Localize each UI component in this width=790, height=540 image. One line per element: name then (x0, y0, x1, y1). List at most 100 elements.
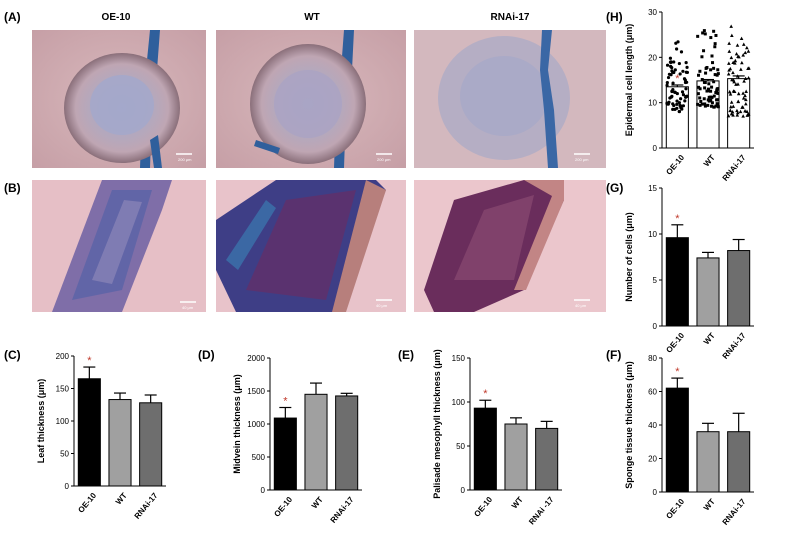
bar (727, 78, 751, 149)
data-point (726, 72, 731, 76)
data-point (678, 72, 682, 76)
micrograph-b-rnai17: 40 μm (414, 180, 606, 312)
data-point (699, 99, 703, 103)
data-point (676, 40, 680, 44)
data-point (731, 104, 736, 108)
data-point (685, 65, 689, 69)
y-tick-label: 0 (261, 486, 266, 495)
data-point (673, 90, 677, 94)
bar (473, 407, 497, 491)
x-tick-label: RNAi -17 (527, 495, 556, 527)
x-tick-label: WT (510, 495, 525, 510)
data-point (739, 36, 744, 41)
data-point (698, 103, 702, 107)
bar (665, 86, 689, 149)
data-point (680, 90, 685, 94)
panel-letter-e: (E) (398, 348, 414, 362)
x-tick-label: WT (702, 497, 717, 512)
data-point (670, 65, 674, 70)
y-tick-label: 100 (452, 398, 466, 407)
significance-mark: * (675, 213, 680, 225)
bar (727, 250, 751, 327)
data-point (665, 83, 669, 88)
y-tick-label: 10 (648, 230, 657, 239)
data-point (701, 31, 705, 35)
data-point (666, 102, 670, 106)
data-point (710, 85, 714, 89)
y-axis-label: Leaf thickness (μm) (36, 379, 46, 464)
data-point (697, 85, 701, 89)
y-axis-label: Epidermal cell length (μm) (624, 24, 634, 137)
data-point (698, 96, 702, 100)
data-point (672, 60, 676, 64)
chart-leaf-thickness: Leaf thickness (μm) 0 50 100 150 200 * OE-10 WT R… (36, 352, 166, 521)
x-tick-label: OE-10 (76, 491, 98, 515)
data-point (677, 101, 682, 105)
data-point (727, 49, 732, 53)
data-point (706, 103, 710, 107)
panel-letter-h: (H) (606, 10, 623, 24)
x-tick-label: OE-10 (472, 495, 494, 519)
data-point (668, 96, 672, 100)
data-point (736, 54, 740, 58)
x-tick-label: OE-10 (664, 153, 686, 177)
data-point (743, 93, 747, 98)
y-tick-label: 40 (648, 421, 657, 430)
data-point (707, 95, 711, 99)
y-axis-label: Palisade mesophyll thickness (μm) (432, 349, 442, 499)
data-point (705, 65, 709, 69)
data-point (713, 45, 717, 49)
col-title-rnai17: RNAi-17 (490, 12, 530, 23)
y-tick-label: 80 (648, 354, 657, 363)
data-point (716, 91, 720, 95)
data-point (729, 24, 733, 28)
scale-bar-a1: 200 μm (178, 157, 192, 162)
data-point (743, 109, 747, 113)
data-point (706, 87, 710, 91)
bar (696, 431, 720, 493)
data-point (735, 110, 740, 115)
data-point (683, 99, 687, 103)
data-point (671, 107, 675, 111)
data-point (696, 92, 700, 96)
data-point (682, 77, 687, 81)
bar (665, 387, 689, 493)
y-axis-label: Number of cells (μm) (624, 212, 634, 302)
data-point (710, 95, 714, 99)
y-tick-label: 0 (653, 322, 658, 331)
significance-mark: * (283, 396, 288, 408)
y-tick-label: 0 (65, 482, 70, 491)
data-point (703, 104, 707, 108)
data-point (731, 60, 735, 65)
significance-mark: * (675, 366, 680, 378)
data-point (668, 60, 673, 64)
data-point (731, 113, 735, 117)
data-point (716, 98, 720, 102)
data-point (711, 61, 715, 65)
data-point (713, 42, 717, 46)
data-point (731, 70, 735, 75)
x-tick-label: WT (702, 153, 717, 168)
panel-letter-c: (C) (4, 348, 21, 362)
data-point (742, 79, 746, 83)
data-point (728, 66, 733, 71)
data-point (697, 73, 701, 77)
bar (304, 393, 328, 491)
bar (77, 378, 101, 487)
y-tick-label: 1500 (247, 387, 265, 396)
data-point (743, 50, 748, 55)
data-point (738, 109, 743, 114)
data-point (712, 105, 716, 109)
data-point (675, 102, 679, 106)
panel-letter-a: (A) (4, 10, 21, 24)
data-point (700, 102, 704, 106)
chart-palisade-thickness: Palisade mesophyll thickness (μm) 0 50 100 1… (432, 349, 562, 527)
data-point (732, 89, 737, 93)
scale-bar-b2: 40 μm (376, 303, 388, 308)
scale-bar-b1: 40 μm (182, 305, 194, 310)
data-point (728, 108, 733, 112)
data-point (698, 87, 702, 91)
data-point (716, 72, 720, 76)
scale-bar-a3: 200 μm (575, 157, 589, 162)
